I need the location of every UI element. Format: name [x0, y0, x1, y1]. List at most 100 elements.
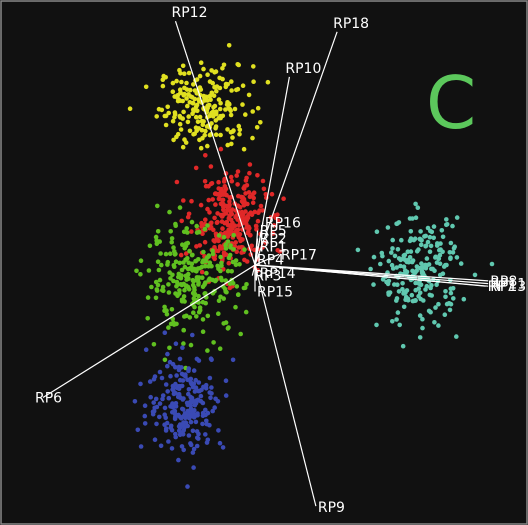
loading-line-rp9: [254, 264, 317, 507]
point-cluster-2: [247, 170, 252, 176]
point-cluster-2: [224, 219, 230, 225]
point-cluster-3: [189, 261, 195, 267]
point-cluster-3: [205, 223, 210, 228]
point-cluster-1: [201, 66, 206, 72]
point-cluster-2: [223, 186, 229, 192]
point-cluster-3: [182, 264, 188, 270]
point-cluster-5: [402, 268, 408, 273]
point-cluster-3: [167, 345, 172, 351]
point-cluster-4: [151, 400, 156, 405]
point-cluster-5: [403, 294, 409, 300]
point-cluster-1: [200, 135, 205, 141]
point-cluster-4: [138, 381, 143, 387]
point-cluster-2: [255, 218, 261, 224]
point-cluster-4: [173, 414, 178, 419]
point-cluster-1: [184, 96, 189, 101]
point-cluster-1: [223, 81, 229, 87]
point-cluster-3: [225, 326, 231, 331]
point-cluster-3: [181, 297, 186, 303]
point-cluster-5: [374, 229, 380, 234]
loading-label-rp6: RP6: [35, 391, 62, 407]
point-cluster-5: [425, 225, 431, 231]
point-cluster-2: [194, 244, 199, 249]
point-cluster-2: [212, 215, 217, 221]
point-cluster-2: [234, 213, 239, 218]
point-cluster-3: [196, 257, 201, 262]
point-cluster-5: [423, 243, 429, 249]
point-cluster-3: [187, 315, 193, 320]
point-cluster-2: [226, 215, 232, 221]
point-cluster-3: [195, 277, 201, 283]
point-cluster-1: [191, 132, 196, 137]
point-cluster-5: [378, 261, 383, 267]
point-cluster-3: [201, 249, 206, 255]
point-cluster-1: [225, 127, 230, 132]
point-cluster-5: [417, 335, 423, 340]
point-cluster-1: [236, 62, 241, 68]
point-cluster-4: [152, 374, 158, 379]
point-cluster-3: [199, 264, 204, 270]
point-cluster-3: [155, 259, 161, 265]
point-cluster-2: [260, 178, 266, 184]
point-cluster-3: [163, 251, 169, 257]
point-cluster-5: [420, 325, 425, 331]
point-cluster-2: [228, 174, 234, 180]
point-cluster-2: [236, 223, 242, 228]
point-cluster-4: [220, 445, 226, 450]
point-cluster-1: [175, 131, 181, 137]
point-cluster-5: [436, 301, 441, 307]
point-cluster-3: [138, 258, 144, 264]
point-cluster-5: [413, 201, 418, 207]
point-cluster-3: [188, 342, 194, 348]
point-cluster-2: [227, 223, 233, 228]
point-cluster-4: [165, 389, 170, 394]
point-cluster-5: [399, 237, 404, 243]
point-cluster-1: [190, 100, 196, 106]
point-cluster-1: [170, 89, 176, 94]
point-cluster-4: [153, 396, 159, 402]
point-cluster-1: [218, 100, 223, 106]
point-cluster-2: [222, 231, 228, 236]
point-cluster-4: [157, 369, 163, 375]
point-cluster-1: [213, 69, 219, 74]
point-cluster-4: [196, 431, 201, 437]
point-cluster-5: [355, 247, 361, 253]
point-cluster-1: [221, 62, 227, 68]
point-cluster-4: [207, 390, 212, 395]
point-cluster-2: [273, 215, 279, 221]
point-cluster-2: [261, 186, 267, 192]
point-cluster-4: [173, 341, 179, 347]
point-cluster-4: [204, 440, 210, 445]
point-cluster-2: [243, 209, 248, 214]
point-cluster-1: [207, 79, 213, 84]
point-cluster-2: [212, 256, 217, 262]
point-cluster-4: [186, 387, 192, 392]
point-cluster-5: [417, 313, 423, 318]
point-cluster-3: [231, 247, 236, 252]
point-cluster-4: [168, 373, 173, 379]
point-cluster-3: [221, 296, 226, 301]
point-cluster-2: [189, 229, 194, 234]
point-cluster-2: [269, 191, 275, 197]
point-cluster-4: [169, 427, 175, 433]
point-cluster-3: [202, 263, 208, 269]
point-cluster-5: [433, 254, 439, 260]
point-cluster-5: [410, 258, 416, 263]
point-cluster-5: [451, 296, 456, 301]
point-cluster-1: [171, 137, 176, 143]
point-cluster-1: [213, 126, 218, 131]
point-cluster-3: [167, 251, 173, 256]
point-cluster-1: [181, 109, 186, 115]
point-cluster-1: [182, 71, 187, 76]
point-cluster-5: [392, 282, 397, 287]
point-cluster-4: [177, 395, 183, 400]
point-cluster-3: [181, 341, 186, 346]
point-cluster-2: [220, 213, 225, 219]
point-cluster-4: [210, 408, 215, 414]
point-cluster-4: [157, 401, 163, 406]
point-cluster-3: [215, 263, 220, 269]
point-cluster-3: [167, 270, 172, 275]
point-cluster-3: [223, 320, 229, 325]
point-cluster-5: [433, 305, 438, 310]
point-cluster-5: [408, 229, 414, 234]
